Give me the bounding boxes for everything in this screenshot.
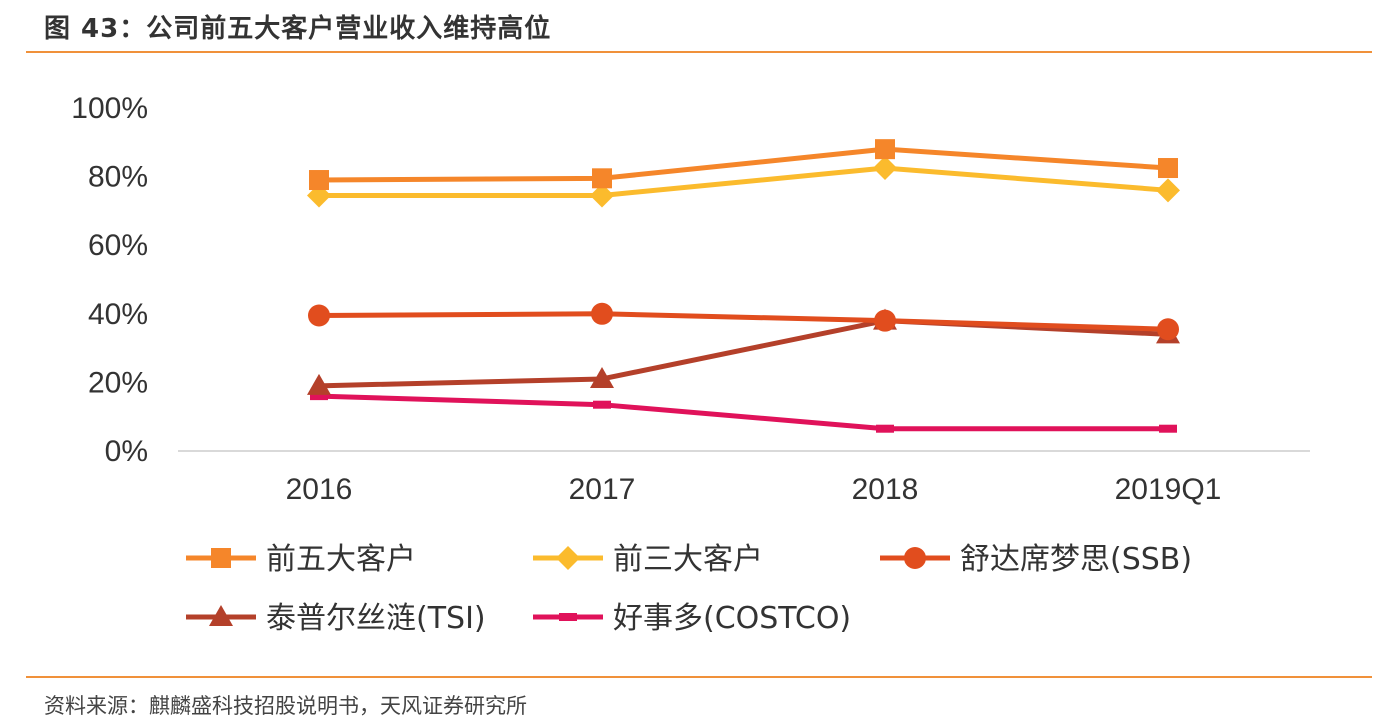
series-line xyxy=(316,311,1171,332)
legend-label: 好事多(COSTCO) xyxy=(613,601,851,636)
data-point xyxy=(310,392,328,401)
y-tick-label: 0% xyxy=(105,435,148,468)
series-4 xyxy=(307,308,1180,395)
series-line xyxy=(316,165,1171,198)
source-divider xyxy=(26,676,1372,678)
legend-label: 前五大客户 xyxy=(266,542,416,577)
data-point xyxy=(591,302,613,325)
series-1 xyxy=(309,139,1178,191)
data-point xyxy=(308,304,330,327)
legend-item: 好事多(COSTCO) xyxy=(533,601,851,636)
x-tick-label: 2017 xyxy=(569,473,636,506)
data-point xyxy=(873,156,897,181)
data-point xyxy=(1158,158,1178,179)
data-point xyxy=(875,139,895,160)
legend-item: 泰普尔丝涟(TSI) xyxy=(186,601,486,636)
legend-label: 舒达席梦思(SSB) xyxy=(960,542,1192,577)
figure-title: 图 43：公司前五大客户营业收入维持高位 xyxy=(44,14,552,44)
x-tick-label: 2018 xyxy=(852,473,919,506)
y-tick-label: 80% xyxy=(88,161,148,194)
legend: 前五大客户 前三大客户 舒达席梦思(SSB) 泰普尔丝涟(TSI) 好事多(COSTCO… xyxy=(186,542,1192,636)
data-point xyxy=(593,400,611,409)
data-point xyxy=(1157,318,1179,341)
series-line xyxy=(316,146,1171,183)
data-point xyxy=(307,373,331,395)
legend-item: 前五大客户 xyxy=(186,542,416,577)
series-layer xyxy=(307,139,1180,433)
series-line xyxy=(316,318,1171,389)
legend-swatch-marker xyxy=(904,547,926,569)
series-line xyxy=(316,393,1171,432)
legend-swatch-marker xyxy=(559,613,577,621)
legend-item: 前三大客户 xyxy=(533,542,763,577)
data-point xyxy=(874,309,896,332)
legend-swatch-marker xyxy=(211,548,231,568)
y-tick-label: 100% xyxy=(71,92,148,125)
legend-swatch-marker xyxy=(209,605,233,626)
x-tick-label: 2016 xyxy=(286,473,353,506)
data-point xyxy=(309,170,329,191)
title-divider xyxy=(26,51,1372,53)
figure-source: 资料来源：麒麟盛科技招股说明书，天风证券研究所 xyxy=(44,694,527,718)
data-point xyxy=(590,183,614,208)
y-tick-label: 20% xyxy=(88,366,148,399)
x-tick-label: 2019Q1 xyxy=(1115,473,1222,506)
y-tick-label: 60% xyxy=(88,229,148,262)
legend-label: 前三大客户 xyxy=(613,542,763,577)
data-point xyxy=(1156,178,1180,203)
series-3 xyxy=(308,302,1179,341)
series-5 xyxy=(310,392,1177,433)
data-point xyxy=(876,424,894,433)
data-point xyxy=(1159,424,1177,433)
data-point xyxy=(590,366,614,388)
legend-label: 泰普尔丝涟(TSI) xyxy=(266,601,486,636)
data-point xyxy=(592,168,612,189)
y-tick-label: 40% xyxy=(88,298,148,331)
y-axis: 0% 20% 40% 60% 80% 100% xyxy=(71,92,148,468)
x-axis: 2016 2017 2018 2019Q1 xyxy=(178,450,1310,506)
legend-item: 舒达席梦思(SSB) xyxy=(880,542,1192,577)
legend-swatch-marker xyxy=(556,546,580,570)
